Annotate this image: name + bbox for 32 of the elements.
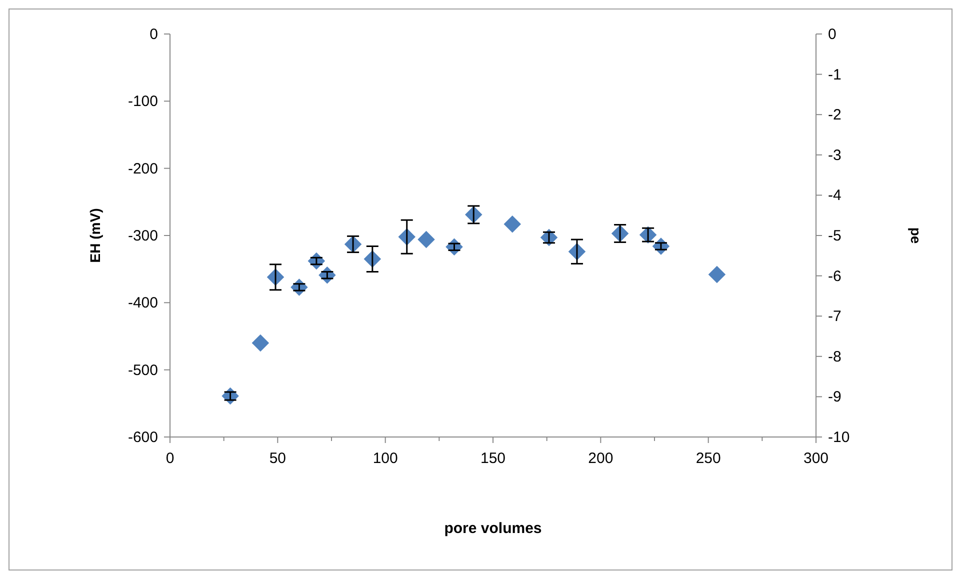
y2-axis-title: pe <box>908 227 924 244</box>
y2-tick-label: -9 <box>828 388 842 406</box>
y-tick-label: -200 <box>128 160 158 178</box>
y2-tick-label: -3 <box>828 146 842 164</box>
x-tick-label: 150 <box>480 450 506 467</box>
y-tick-label: -100 <box>128 93 158 110</box>
y2-tick-label: -7 <box>828 308 842 326</box>
y2-tick-label: -8 <box>828 348 842 366</box>
y2-tick-label: -5 <box>828 228 842 244</box>
y2-tick-label: -1 <box>828 66 842 84</box>
y-tick-label: -400 <box>128 294 158 312</box>
x-tick-label: 300 <box>803 450 829 467</box>
x-tick-label: 250 <box>696 450 721 467</box>
y-tick-label: -500 <box>128 362 158 379</box>
y-tick-label: -300 <box>128 228 158 244</box>
point <box>418 230 435 248</box>
x-axis-title: pore volumes <box>444 520 542 537</box>
y2-tick-label: 0 <box>828 26 836 43</box>
y-axis-title: EH (mV) <box>87 208 103 263</box>
x-tick-label: 200 <box>588 450 614 467</box>
y2-tick-label: -4 <box>828 187 842 204</box>
point <box>708 266 726 284</box>
point <box>252 334 270 352</box>
y-tick-label: 0 <box>150 26 158 43</box>
point <box>504 215 522 233</box>
x-tick-label: 50 <box>269 450 286 467</box>
y2-tick-label: -10 <box>828 429 850 446</box>
y2-tick-label: -2 <box>828 106 842 124</box>
x-tick-label: 100 <box>372 450 398 467</box>
y-tick-label: -600 <box>128 429 158 446</box>
y2-tick-label: -6 <box>828 268 842 285</box>
x-tick-label: 0 <box>166 450 174 467</box>
